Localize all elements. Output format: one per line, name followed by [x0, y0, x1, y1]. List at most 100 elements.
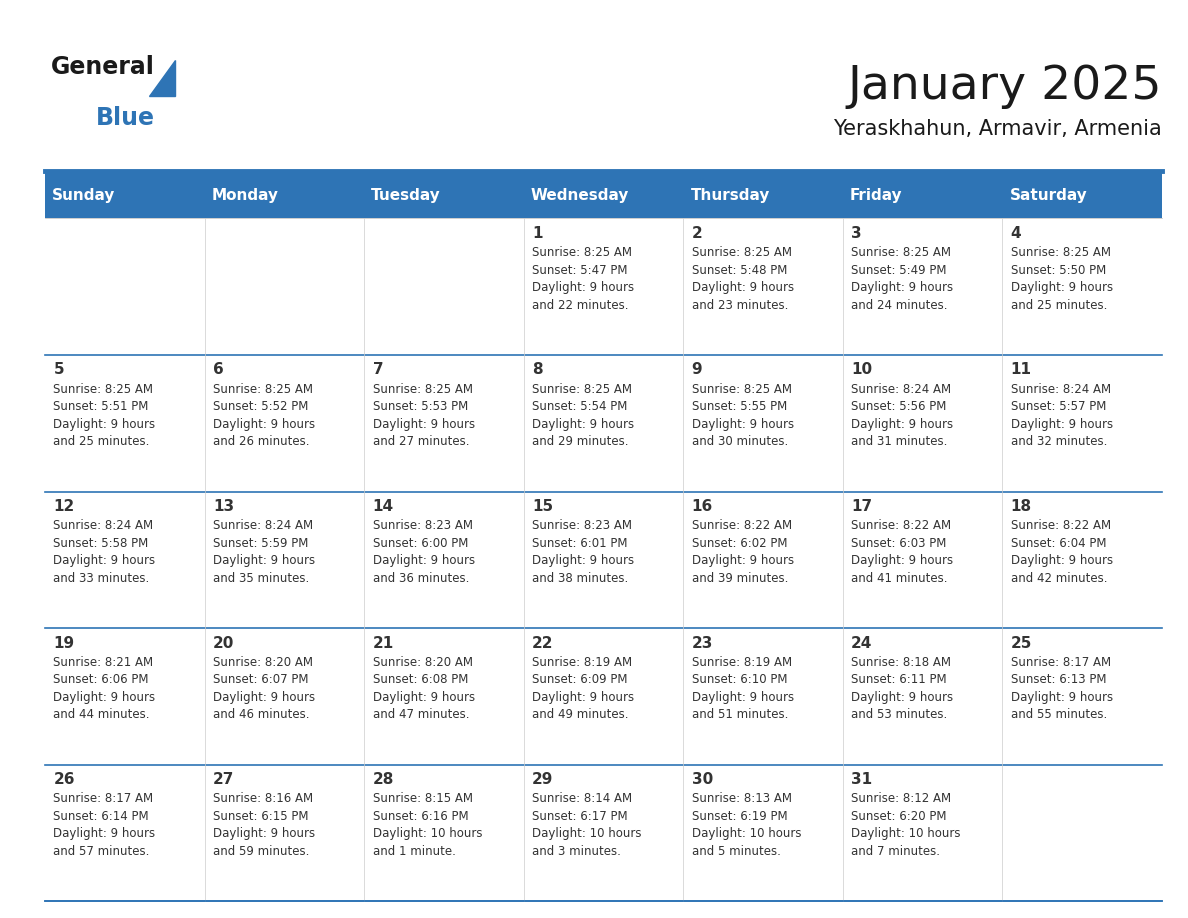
Text: Sunday: Sunday	[52, 188, 115, 203]
Text: Friday: Friday	[849, 188, 903, 203]
Text: 13: 13	[213, 499, 234, 514]
Text: 28: 28	[373, 772, 394, 788]
Text: 31: 31	[851, 772, 872, 788]
Bar	[45, 765, 204, 901]
Text: Sunrise: 8:24 AM
Sunset: 5:56 PM
Daylight: 9 hours
and 31 minutes.: Sunrise: 8:24 AM Sunset: 5:56 PM Dayligh…	[851, 383, 953, 448]
Text: Monday: Monday	[211, 188, 279, 203]
Text: Yeraskhahun, Armavir, Armenia: Yeraskhahun, Armavir, Armenia	[833, 119, 1162, 140]
Text: 24: 24	[851, 635, 872, 651]
Text: 8: 8	[532, 363, 543, 377]
Text: 7: 7	[373, 363, 384, 377]
Bar	[45, 218, 204, 355]
Bar	[1003, 218, 1162, 355]
Text: 2: 2	[691, 226, 702, 241]
Text: Sunrise: 8:25 AM
Sunset: 5:55 PM
Daylight: 9 hours
and 30 minutes.: Sunrise: 8:25 AM Sunset: 5:55 PM Dayligh…	[691, 383, 794, 448]
Text: 16: 16	[691, 499, 713, 514]
Bar	[365, 173, 524, 218]
Text: 14: 14	[373, 499, 393, 514]
Bar	[683, 765, 842, 901]
Text: Sunrise: 8:20 AM
Sunset: 6:08 PM
Daylight: 9 hours
and 47 minutes.: Sunrise: 8:20 AM Sunset: 6:08 PM Dayligh…	[373, 655, 475, 722]
Bar	[45, 492, 204, 628]
Text: Sunrise: 8:25 AM
Sunset: 5:50 PM
Daylight: 9 hours
and 25 minutes.: Sunrise: 8:25 AM Sunset: 5:50 PM Dayligh…	[1011, 246, 1113, 311]
Bar	[365, 628, 524, 765]
Bar	[842, 492, 1003, 628]
Bar	[1003, 628, 1162, 765]
Text: Blue: Blue	[96, 106, 156, 129]
Bar	[524, 173, 683, 218]
Text: Sunrise: 8:15 AM
Sunset: 6:16 PM
Daylight: 10 hours
and 1 minute.: Sunrise: 8:15 AM Sunset: 6:16 PM Dayligh…	[373, 792, 482, 858]
Bar	[204, 492, 365, 628]
Text: 5: 5	[53, 363, 64, 377]
Text: Sunrise: 8:18 AM
Sunset: 6:11 PM
Daylight: 9 hours
and 53 minutes.: Sunrise: 8:18 AM Sunset: 6:11 PM Dayligh…	[851, 655, 953, 722]
Text: 12: 12	[53, 499, 75, 514]
Text: Sunrise: 8:24 AM
Sunset: 5:58 PM
Daylight: 9 hours
and 33 minutes.: Sunrise: 8:24 AM Sunset: 5:58 PM Dayligh…	[53, 520, 156, 585]
Text: 22: 22	[532, 635, 554, 651]
Bar	[524, 355, 683, 492]
Text: Sunrise: 8:17 AM
Sunset: 6:14 PM
Daylight: 9 hours
and 57 minutes.: Sunrise: 8:17 AM Sunset: 6:14 PM Dayligh…	[53, 792, 156, 858]
Bar	[365, 765, 524, 901]
Bar	[524, 628, 683, 765]
Bar	[1003, 765, 1162, 901]
Text: 4: 4	[1011, 226, 1022, 241]
Text: Sunrise: 8:25 AM
Sunset: 5:54 PM
Daylight: 9 hours
and 29 minutes.: Sunrise: 8:25 AM Sunset: 5:54 PM Dayligh…	[532, 383, 634, 448]
Text: 19: 19	[53, 635, 75, 651]
Bar	[524, 492, 683, 628]
Text: 29: 29	[532, 772, 554, 788]
Bar	[365, 218, 524, 355]
Text: Sunrise: 8:22 AM
Sunset: 6:04 PM
Daylight: 9 hours
and 42 minutes.: Sunrise: 8:22 AM Sunset: 6:04 PM Dayligh…	[1011, 520, 1113, 585]
Bar	[683, 628, 842, 765]
Text: Sunrise: 8:21 AM
Sunset: 6:06 PM
Daylight: 9 hours
and 44 minutes.: Sunrise: 8:21 AM Sunset: 6:06 PM Dayligh…	[53, 655, 156, 722]
Text: 3: 3	[851, 226, 861, 241]
Text: January 2025: January 2025	[847, 64, 1162, 109]
Text: Sunrise: 8:25 AM
Sunset: 5:51 PM
Daylight: 9 hours
and 25 minutes.: Sunrise: 8:25 AM Sunset: 5:51 PM Dayligh…	[53, 383, 156, 448]
Text: 15: 15	[532, 499, 554, 514]
Text: General: General	[51, 55, 154, 79]
Text: 27: 27	[213, 772, 234, 788]
Text: Sunrise: 8:25 AM
Sunset: 5:53 PM
Daylight: 9 hours
and 27 minutes.: Sunrise: 8:25 AM Sunset: 5:53 PM Dayligh…	[373, 383, 475, 448]
Text: Sunrise: 8:20 AM
Sunset: 6:07 PM
Daylight: 9 hours
and 46 minutes.: Sunrise: 8:20 AM Sunset: 6:07 PM Dayligh…	[213, 655, 315, 722]
Text: Sunrise: 8:22 AM
Sunset: 6:02 PM
Daylight: 9 hours
and 39 minutes.: Sunrise: 8:22 AM Sunset: 6:02 PM Dayligh…	[691, 520, 794, 585]
Text: Thursday: Thursday	[690, 188, 770, 203]
Text: 9: 9	[691, 363, 702, 377]
Text: 1: 1	[532, 226, 543, 241]
Text: 20: 20	[213, 635, 234, 651]
Bar	[842, 765, 1003, 901]
Text: Sunrise: 8:19 AM
Sunset: 6:10 PM
Daylight: 9 hours
and 51 minutes.: Sunrise: 8:19 AM Sunset: 6:10 PM Dayligh…	[691, 655, 794, 722]
Text: Sunrise: 8:22 AM
Sunset: 6:03 PM
Daylight: 9 hours
and 41 minutes.: Sunrise: 8:22 AM Sunset: 6:03 PM Dayligh…	[851, 520, 953, 585]
Text: Saturday: Saturday	[1010, 188, 1087, 203]
Polygon shape	[148, 60, 175, 96]
Text: 11: 11	[1011, 363, 1031, 377]
Bar	[683, 218, 842, 355]
Text: Sunrise: 8:25 AM
Sunset: 5:49 PM
Daylight: 9 hours
and 24 minutes.: Sunrise: 8:25 AM Sunset: 5:49 PM Dayligh…	[851, 246, 953, 311]
Text: Sunrise: 8:24 AM
Sunset: 5:57 PM
Daylight: 9 hours
and 32 minutes.: Sunrise: 8:24 AM Sunset: 5:57 PM Dayligh…	[1011, 383, 1113, 448]
Bar	[45, 628, 204, 765]
Text: Sunrise: 8:23 AM
Sunset: 6:01 PM
Daylight: 9 hours
and 38 minutes.: Sunrise: 8:23 AM Sunset: 6:01 PM Dayligh…	[532, 520, 634, 585]
Bar	[204, 173, 365, 218]
Text: 21: 21	[373, 635, 393, 651]
Bar	[204, 218, 365, 355]
Text: 30: 30	[691, 772, 713, 788]
Text: Wednesday: Wednesday	[531, 188, 630, 203]
Text: Sunrise: 8:17 AM
Sunset: 6:13 PM
Daylight: 9 hours
and 55 minutes.: Sunrise: 8:17 AM Sunset: 6:13 PM Dayligh…	[1011, 655, 1113, 722]
Bar	[524, 765, 683, 901]
Bar	[45, 355, 204, 492]
Text: Sunrise: 8:19 AM
Sunset: 6:09 PM
Daylight: 9 hours
and 49 minutes.: Sunrise: 8:19 AM Sunset: 6:09 PM Dayligh…	[532, 655, 634, 722]
Text: 10: 10	[851, 363, 872, 377]
Text: Sunrise: 8:25 AM
Sunset: 5:52 PM
Daylight: 9 hours
and 26 minutes.: Sunrise: 8:25 AM Sunset: 5:52 PM Dayligh…	[213, 383, 315, 448]
Bar	[204, 355, 365, 492]
Text: 18: 18	[1011, 499, 1031, 514]
Bar	[45, 173, 204, 218]
Text: 26: 26	[53, 772, 75, 788]
Text: Sunrise: 8:14 AM
Sunset: 6:17 PM
Daylight: 10 hours
and 3 minutes.: Sunrise: 8:14 AM Sunset: 6:17 PM Dayligh…	[532, 792, 642, 858]
Bar	[683, 173, 842, 218]
Text: Sunrise: 8:24 AM
Sunset: 5:59 PM
Daylight: 9 hours
and 35 minutes.: Sunrise: 8:24 AM Sunset: 5:59 PM Dayligh…	[213, 520, 315, 585]
Bar	[842, 218, 1003, 355]
Bar	[842, 355, 1003, 492]
Text: Sunrise: 8:16 AM
Sunset: 6:15 PM
Daylight: 9 hours
and 59 minutes.: Sunrise: 8:16 AM Sunset: 6:15 PM Dayligh…	[213, 792, 315, 858]
Bar	[1003, 355, 1162, 492]
Text: Sunrise: 8:23 AM
Sunset: 6:00 PM
Daylight: 9 hours
and 36 minutes.: Sunrise: 8:23 AM Sunset: 6:00 PM Dayligh…	[373, 520, 475, 585]
Bar	[683, 355, 842, 492]
Text: 17: 17	[851, 499, 872, 514]
Bar	[365, 355, 524, 492]
Text: Sunrise: 8:12 AM
Sunset: 6:20 PM
Daylight: 10 hours
and 7 minutes.: Sunrise: 8:12 AM Sunset: 6:20 PM Dayligh…	[851, 792, 961, 858]
